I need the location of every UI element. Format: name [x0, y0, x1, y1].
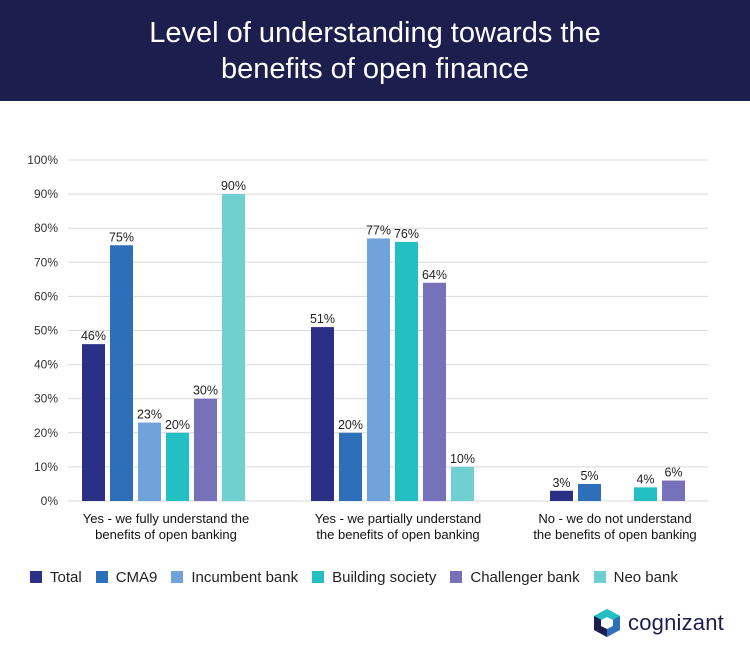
bar [222, 194, 245, 501]
bar [578, 483, 601, 501]
y-tick-label: 10% [34, 460, 58, 474]
legend-label: Total [50, 568, 82, 586]
data-label: 5% [580, 469, 598, 483]
cognizant-logo-icon [594, 609, 621, 637]
legend-swatch [593, 571, 606, 583]
legend-item: Total [30, 569, 82, 586]
bar [550, 490, 573, 501]
bar [311, 327, 334, 501]
bar [339, 432, 362, 501]
bar [110, 245, 133, 501]
y-tick-label: 0% [41, 494, 59, 508]
bar [634, 487, 657, 501]
data-label: 51% [310, 312, 335, 326]
data-label: 3% [552, 476, 570, 490]
y-tick-label: 40% [34, 358, 58, 372]
y-tick-label: 90% [34, 187, 58, 201]
legend-swatch [312, 571, 325, 583]
legend-swatch [450, 571, 463, 583]
bar [194, 398, 217, 501]
x-category-label: the benefits of open banking [316, 527, 479, 542]
data-label: 6% [664, 466, 682, 480]
title-banner: Level of understanding towards the benef… [0, 0, 750, 101]
legend-label: Challenger bank [470, 568, 580, 586]
data-label: 76% [394, 227, 419, 241]
data-label: 77% [366, 223, 391, 237]
y-tick-label: 30% [34, 392, 58, 406]
legend-swatch [171, 571, 184, 583]
legend-swatch [95, 571, 108, 583]
data-label: 20% [338, 418, 363, 432]
y-tick-label: 100% [27, 153, 58, 167]
data-label: 10% [450, 452, 475, 466]
legend-item: Building society [312, 569, 436, 586]
data-label: 90% [221, 179, 246, 193]
data-label: 46% [81, 329, 106, 343]
y-tick-label: 20% [34, 426, 58, 440]
x-category-label: No - we do not understand [538, 511, 691, 526]
bar [166, 432, 189, 501]
brand-name: cognizant [628, 610, 724, 635]
bar [662, 480, 685, 501]
y-tick-label: 80% [34, 221, 58, 235]
legend-label: Incumbent bank [191, 568, 299, 586]
data-label: 30% [193, 384, 218, 398]
data-label: 75% [109, 230, 134, 244]
data-label: 20% [165, 418, 190, 432]
bar [367, 238, 390, 501]
legend-item: CMA9 [95, 568, 158, 586]
chart-title: Level of understanding towards the benef… [149, 16, 601, 85]
legend-item: Challenger bank [450, 568, 580, 586]
legend-label: Building society [332, 568, 437, 586]
legend-item: Incumbent bank [171, 569, 298, 586]
y-tick-label: 50% [34, 324, 58, 338]
bar [138, 422, 161, 501]
data-label: 64% [422, 268, 447, 282]
legend-swatch [30, 571, 42, 583]
bar [82, 344, 105, 501]
x-category-label: Yes - we fully understand the [83, 511, 249, 526]
bar [451, 466, 474, 501]
legend-label: Neo bank [613, 568, 678, 586]
chart-legend: Total CMA9 Incumbent bank Building society C… [30, 566, 692, 588]
y-tick-label: 60% [34, 289, 58, 303]
bar [423, 282, 446, 501]
bar [395, 241, 418, 501]
data-label: 4% [636, 472, 654, 486]
x-category-label: benefits of open banking [95, 527, 237, 542]
x-category-label: the benefits of open banking [533, 527, 696, 542]
x-category-label: Yes - we partially understand [315, 511, 481, 526]
legend-item: Neo bank [593, 568, 678, 586]
legend-label: CMA9 [115, 568, 158, 586]
bar-chart: 0% 10% 20% 30% 40% 50% 60% 70% 80% 90% 100% 46% 51% 3… [27, 153, 708, 542]
brand-logo: cognizant [592, 608, 724, 638]
data-label: 23% [137, 408, 162, 422]
y-tick-label: 70% [34, 255, 58, 269]
